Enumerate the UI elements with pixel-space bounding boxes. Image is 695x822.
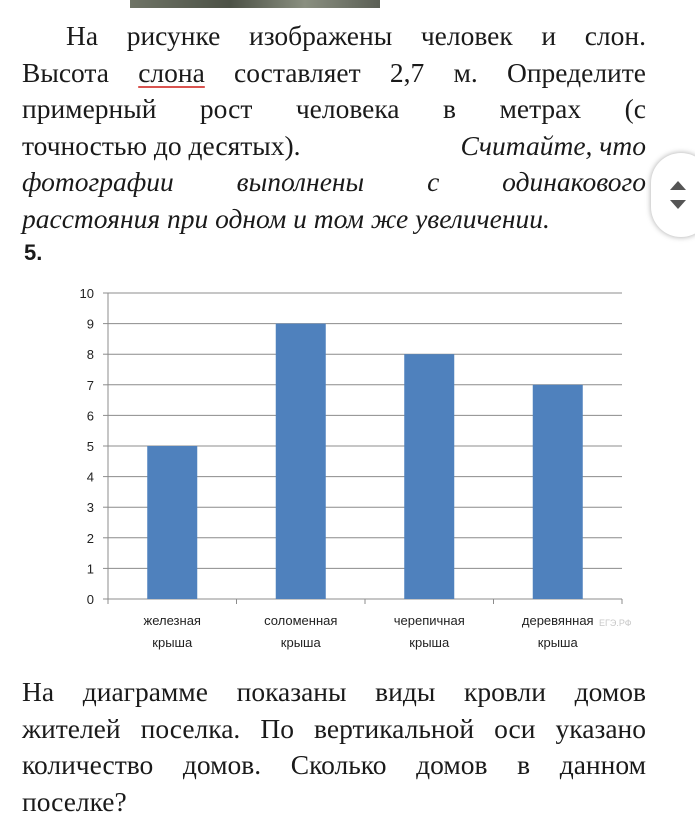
problem-5-line: На диаграмме показаны виды кровли домов xyxy=(22,676,646,707)
x-tick-label: соломенная xyxy=(264,613,337,628)
problem-5-line: поселке? xyxy=(22,785,127,817)
y-tick-label: 5 xyxy=(87,439,94,454)
watermark: ЕГЭ.РФ xyxy=(599,618,632,628)
problem-5-line: жителей поселка. По вертикальной оси ука… xyxy=(22,712,646,744)
y-tick-label: 7 xyxy=(87,378,94,393)
y-tick-label: 1 xyxy=(87,561,94,576)
problem-4-line: расстояния при одном и том же увеличении… xyxy=(22,202,550,234)
bar xyxy=(404,354,455,599)
x-tick-label: крыша xyxy=(152,635,193,650)
problem-4-line: фотографии выполнены с одинакового xyxy=(22,166,646,197)
y-tick-label: 6 xyxy=(87,408,94,423)
bar xyxy=(275,323,326,599)
photo-fragment xyxy=(130,0,380,8)
problem-4-line: примерный рост человека в метрах (с xyxy=(22,93,646,124)
problem-4-line: Высота слона составляет 2,7 м. Определит… xyxy=(22,56,646,88)
problem-5-line: количество домов. Сколько домов в данном xyxy=(22,749,646,780)
problem-number: 5. xyxy=(24,240,43,265)
x-tick-label: крыша xyxy=(281,635,322,650)
chevron-down-icon[interactable] xyxy=(670,200,686,209)
x-tick-label: деревянная xyxy=(522,613,594,628)
problem-4-line: На рисунке изображены человек и слон. xyxy=(66,20,646,51)
x-tick-label: крыша xyxy=(538,635,579,650)
y-tick-label: 0 xyxy=(87,592,94,607)
x-tick-label: черепичная xyxy=(394,613,465,628)
x-tick-label: железная xyxy=(144,613,201,628)
y-tick-label: 9 xyxy=(87,317,94,332)
bar xyxy=(147,446,198,599)
x-tick-label: крыша xyxy=(409,635,450,650)
y-tick-label: 2 xyxy=(87,531,94,546)
roof-types-bar-chart: 0 1 2 3 4 5 6 7 8 9 10 железная крыша соломенная крыша… xyxy=(80,286,632,650)
y-tick-label: 8 xyxy=(87,347,94,362)
problem-5-text: На диаграмме показаны виды кровли домов … xyxy=(22,674,646,820)
y-tick-label: 4 xyxy=(87,470,94,485)
spellcheck-word: слона xyxy=(138,56,205,88)
y-tick-label: 10 xyxy=(80,286,94,301)
chevron-up-icon[interactable] xyxy=(670,181,686,190)
bar xyxy=(532,384,583,599)
scroll-control[interactable] xyxy=(651,153,695,237)
problem-4-text: На рисунке изображены человек и слон. Вы… xyxy=(22,18,646,237)
problem-4-line: точностью до десятых). Считайте, что xyxy=(22,129,646,161)
y-tick-label: 3 xyxy=(87,500,94,515)
